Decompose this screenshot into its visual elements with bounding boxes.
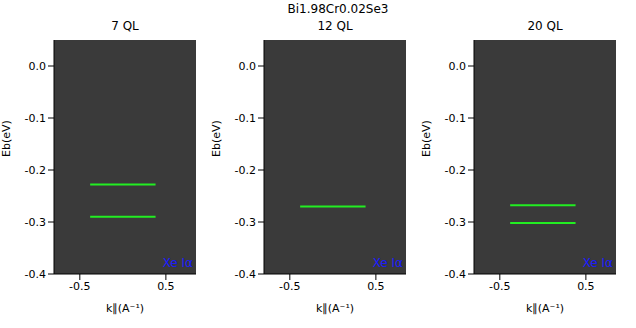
svg-text:-0.5: -0.5 xyxy=(279,280,300,293)
svg-text:-0.4: -0.4 xyxy=(235,268,256,281)
svg-text:-0.3: -0.3 xyxy=(25,216,46,229)
svg-text:0.5: 0.5 xyxy=(157,280,175,293)
html-text:7 QL: 7 QL xyxy=(111,19,139,33)
svg-text:k∥(A⁻¹): k∥(A⁻¹) xyxy=(316,302,354,315)
svg-text:Eb(eV): Eb(eV) xyxy=(0,120,13,157)
svg-text:-0.1: -0.1 xyxy=(235,112,256,125)
svg-text:k∥(A⁻¹): k∥(A⁻¹) xyxy=(106,302,144,315)
svg-text:-0.5: -0.5 xyxy=(69,280,90,293)
html-text:12 QL: 12 QL xyxy=(317,19,353,33)
svg-text:0.5: 0.5 xyxy=(577,280,595,293)
svg-text:0.0: 0.0 xyxy=(239,60,257,73)
svg-text:-0.2: -0.2 xyxy=(25,164,46,177)
svg-text:-0.4: -0.4 xyxy=(25,268,46,281)
svg-text:-0.3: -0.3 xyxy=(445,216,466,229)
svg-text:k∥(A⁻¹): k∥(A⁻¹) xyxy=(526,302,564,315)
html-text:Xe Iα: Xe Iα xyxy=(162,256,193,270)
svg-text:-0.1: -0.1 xyxy=(25,112,46,125)
svg-text:-0.3: -0.3 xyxy=(235,216,256,229)
svg-text:-0.5: -0.5 xyxy=(489,280,510,293)
html-text:Bi1.98Cr0.02Se3: Bi1.98Cr0.02Se3 xyxy=(287,2,389,16)
html-text:Xe Iα: Xe Iα xyxy=(372,256,403,270)
svg-text:-0.2: -0.2 xyxy=(235,164,256,177)
svg-text:Eb(eV): Eb(eV) xyxy=(420,120,433,157)
svg-text:-0.4: -0.4 xyxy=(445,268,466,281)
svg-text:-0.1: -0.1 xyxy=(445,112,466,125)
svg-text:0.0: 0.0 xyxy=(29,60,47,73)
html-text:20 QL: 20 QL xyxy=(527,19,563,33)
svg-text:Eb(eV): Eb(eV) xyxy=(210,120,223,157)
svg-text:0.0: 0.0 xyxy=(449,60,467,73)
svg-text:0.5: 0.5 xyxy=(367,280,385,293)
html-text:Xe Iα: Xe Iα xyxy=(582,256,613,270)
svg-text:-0.2: -0.2 xyxy=(445,164,466,177)
